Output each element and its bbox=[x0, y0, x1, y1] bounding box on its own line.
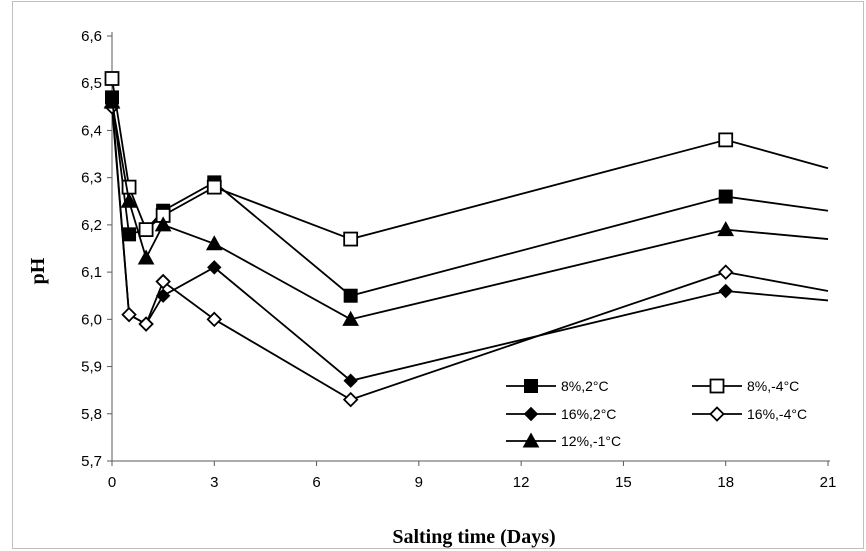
axes: 5,7 5,8 5,9 6,0 6,1 6,2 6,3 6,4 6,5 6,6 0 3 6 9 12 15 18… bbox=[81, 28, 836, 491]
series-line bbox=[111, 101, 829, 321]
x-tick-label: 3 bbox=[210, 474, 218, 491]
y-tick-label: 5,8 bbox=[81, 406, 102, 423]
data-point bbox=[121, 179, 137, 195]
legend-marker bbox=[523, 406, 539, 422]
legend-item: 16%,2°C bbox=[506, 406, 616, 422]
data-point bbox=[205, 235, 223, 251]
series-5 bbox=[103, 93, 829, 326]
legend-marker bbox=[522, 432, 540, 448]
legend-item: 16%,-4°C bbox=[692, 406, 807, 422]
y-tick-label: 6,4 bbox=[81, 122, 102, 139]
data-point bbox=[343, 288, 358, 303]
data-point bbox=[120, 192, 138, 208]
x-tick-label: 12 bbox=[513, 474, 530, 491]
legend-item: 8%,-4°C bbox=[692, 378, 799, 394]
y-tick-label: 6,0 bbox=[81, 311, 102, 328]
data-point bbox=[154, 216, 172, 232]
legend-label: 16%,-4°C bbox=[747, 406, 807, 422]
x-tick-label: 9 bbox=[415, 474, 423, 491]
data-point bbox=[343, 231, 359, 247]
x-axis-title: Salting time (Days) bbox=[392, 526, 555, 548]
y-tick-label: 6,3 bbox=[81, 170, 102, 187]
series-2 bbox=[104, 71, 829, 247]
series-line bbox=[111, 106, 829, 401]
legend-label: 8%,2°C bbox=[561, 378, 609, 394]
y-tick-label: 6,2 bbox=[81, 217, 102, 234]
y-tick-label: 5,9 bbox=[81, 359, 102, 376]
legend-marker bbox=[709, 378, 725, 394]
y-tick-label: 6,5 bbox=[81, 75, 102, 92]
data-point bbox=[138, 222, 154, 238]
data-point bbox=[121, 306, 137, 323]
data-point bbox=[138, 316, 154, 332]
data-point bbox=[155, 273, 171, 290]
x-tick-label: 21 bbox=[820, 474, 837, 491]
x-tick-label: 6 bbox=[312, 474, 320, 491]
data-point bbox=[207, 260, 222, 275]
data-point bbox=[717, 221, 735, 237]
data-point bbox=[206, 179, 222, 195]
data-point bbox=[104, 71, 120, 86]
series-group bbox=[103, 71, 829, 408]
y-tick-label: 6,1 bbox=[81, 264, 102, 281]
x-tick-label: 18 bbox=[717, 474, 734, 491]
x-tick-label: 0 bbox=[108, 474, 116, 491]
data-point bbox=[718, 189, 733, 204]
legend-label: 8%,-4°C bbox=[747, 378, 799, 394]
data-point bbox=[718, 132, 734, 148]
data-point bbox=[342, 391, 359, 408]
legend-marker bbox=[524, 379, 538, 393]
x-tick-label: 15 bbox=[615, 474, 632, 491]
y-tick-label: 5,7 bbox=[81, 453, 102, 470]
y-tick-label: 6,6 bbox=[81, 28, 102, 45]
data-point bbox=[718, 283, 733, 299]
data-point bbox=[206, 311, 223, 328]
data-point bbox=[103, 93, 121, 109]
legend-label: 12%,-1°C bbox=[561, 433, 621, 449]
data-point bbox=[122, 227, 137, 242]
data-point bbox=[342, 310, 360, 326]
data-point bbox=[717, 264, 734, 280]
legend-marker bbox=[709, 406, 725, 422]
data-point bbox=[343, 373, 358, 388]
y-axis-title: pH bbox=[27, 257, 49, 284]
legend: 8%,2°C 8%,-4°C 16%,2°C 16%,-4°C 12%,-1°C bbox=[506, 378, 807, 449]
legend-label: 16%,2°C bbox=[561, 406, 616, 422]
data-point bbox=[137, 249, 155, 265]
series-line bbox=[111, 78, 829, 240]
legend-item: 8%,2°C bbox=[506, 378, 609, 394]
legend-item: 12%,-1°C bbox=[506, 432, 621, 449]
